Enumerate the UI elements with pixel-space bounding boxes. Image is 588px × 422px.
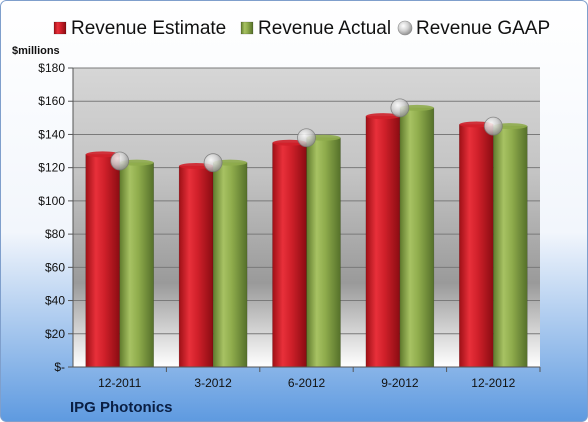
bar-revenue-estimate [178, 165, 214, 368]
x-tick-label: 12-2011 [98, 376, 141, 390]
company-name: IPG Photonics [70, 399, 173, 416]
y-tick-label: $60 [45, 260, 65, 274]
y-tick-label: $- [54, 360, 65, 374]
bar-revenue-estimate [85, 154, 120, 368]
y-tick-label: $160 [38, 94, 65, 108]
x-axis: 12-2011 3-2012 6-2012 9-2012 12-2012 [73, 366, 541, 390]
legend-swatch-revenue-actual [240, 21, 254, 35]
y-tick-label: $100 [38, 194, 65, 208]
legend-swatch-revenue-estimate [53, 21, 67, 35]
bar-revenue-actual [212, 162, 248, 368]
y-axis: $- $20 $40 $60 $80 $100 $120 $140 $160 $180 [38, 61, 74, 374]
legend-label: Revenue GAAP [416, 18, 550, 39]
y-tick-label: $140 [38, 127, 65, 141]
marker-revenue-gaap [110, 151, 130, 171]
y-axis-unit-label: $millions [12, 45, 60, 57]
bar-revenue-actual [399, 107, 435, 368]
y-tick-label: $180 [38, 61, 65, 75]
bar-revenue-actual [493, 125, 528, 368]
legend-label: Revenue Estimate [71, 18, 226, 39]
legend-label: Revenue Actual [258, 18, 391, 39]
bar-series [85, 104, 528, 368]
legend: Revenue Estimate Revenue Actual Revenue GA… [53, 18, 550, 39]
bar-revenue-actual [306, 137, 341, 368]
bar-cap [365, 113, 400, 120]
x-tick-label: 12-2012 [471, 376, 515, 390]
bar-revenue-actual [119, 162, 154, 368]
y-tick-label: $20 [45, 327, 65, 341]
gaap-markers [110, 98, 503, 173]
marker-revenue-gaap [203, 153, 223, 173]
x-tick-label: 9-2012 [381, 376, 419, 390]
y-tick-label: $120 [38, 161, 65, 175]
bar-cap [85, 151, 120, 158]
marker-revenue-gaap [390, 98, 410, 118]
legend-swatch-revenue-gaap [397, 20, 413, 36]
bar-revenue-estimate [365, 115, 401, 368]
y-tick-label: $40 [45, 294, 65, 308]
x-tick-label: 3-2012 [194, 376, 232, 390]
bar-revenue-estimate [272, 142, 307, 368]
marker-revenue-gaap [297, 128, 316, 148]
x-tick-label: 6-2012 [288, 376, 326, 390]
y-tick-label: $80 [45, 227, 65, 241]
bar-revenue-estimate [459, 124, 494, 368]
marker-revenue-gaap [483, 116, 503, 136]
